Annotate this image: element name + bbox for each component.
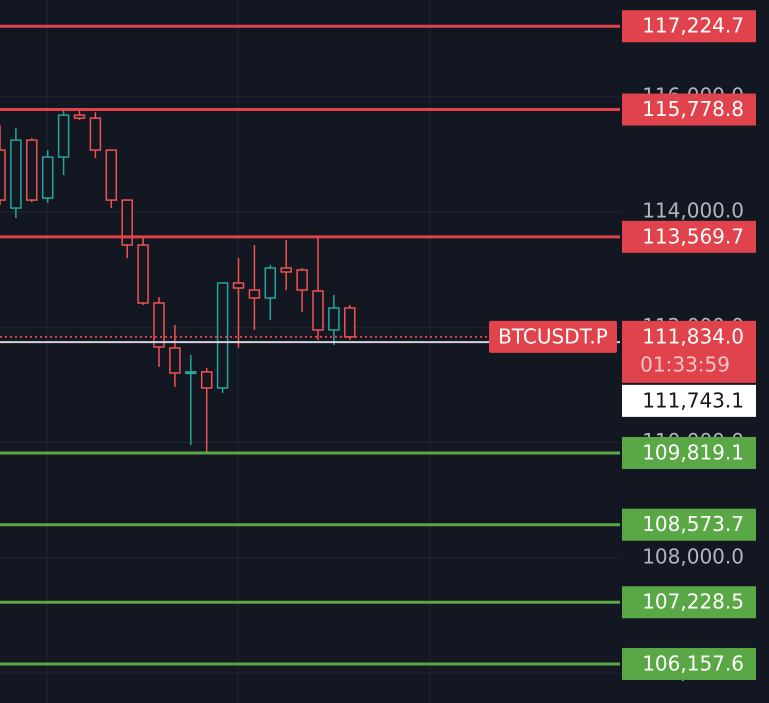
price-line-label: 117,224.7 bbox=[642, 14, 744, 38]
price-line-label-box bbox=[622, 220, 756, 253]
candle-body bbox=[200, 371, 213, 389]
countdown-label: 01:33:59 bbox=[640, 352, 730, 376]
price-line-label-box bbox=[622, 586, 756, 619]
candle-body bbox=[169, 347, 181, 374]
candle-body bbox=[232, 282, 245, 289]
candle-body bbox=[121, 199, 133, 246]
candle-body bbox=[105, 149, 118, 201]
candle-body bbox=[344, 307, 356, 338]
candle-body bbox=[312, 290, 324, 331]
price-line-label-box bbox=[622, 508, 756, 541]
candle-body bbox=[248, 289, 261, 299]
symbol-label: BTCUSDT.P bbox=[498, 324, 608, 348]
candle-body bbox=[296, 269, 308, 291]
last-price-label: 111,834.0 bbox=[642, 324, 744, 348]
price-line-label-box bbox=[622, 93, 756, 126]
y-tick-label: 108,000.0 bbox=[642, 544, 744, 568]
price-line-label: 106,157.6 bbox=[642, 651, 744, 675]
candle-body bbox=[73, 114, 86, 119]
y-tick-label: 114,000.0 bbox=[642, 199, 744, 223]
candle-body bbox=[185, 371, 197, 375]
candle-body bbox=[264, 267, 277, 299]
symbol-box bbox=[489, 320, 617, 353]
price-line-label-box bbox=[622, 10, 756, 43]
last-price-box bbox=[622, 320, 756, 383]
price-line-label-box bbox=[622, 647, 756, 680]
candle-body bbox=[41, 156, 54, 199]
candle-body bbox=[328, 307, 340, 331]
candle-body bbox=[10, 139, 22, 209]
price-line-label: 113,569.7 bbox=[642, 224, 744, 248]
price-line-label: 107,228.5 bbox=[642, 590, 744, 614]
price-line-label-box bbox=[622, 436, 756, 469]
mark-price-label: 111,743.1 bbox=[642, 388, 744, 412]
candle-body bbox=[57, 114, 70, 158]
candle-body bbox=[89, 117, 102, 151]
mark-price-box bbox=[622, 384, 756, 417]
price-line-label: 109,819.1 bbox=[642, 440, 744, 464]
candle-body bbox=[0, 149, 6, 201]
candle-body bbox=[216, 282, 229, 389]
candle-body bbox=[137, 244, 149, 304]
candle-body bbox=[26, 139, 38, 201]
candle-body bbox=[280, 267, 292, 273]
candle-body bbox=[153, 302, 165, 348]
price-line-label: 108,573.7 bbox=[642, 512, 744, 536]
price-line-label: 115,778.8 bbox=[642, 97, 744, 121]
